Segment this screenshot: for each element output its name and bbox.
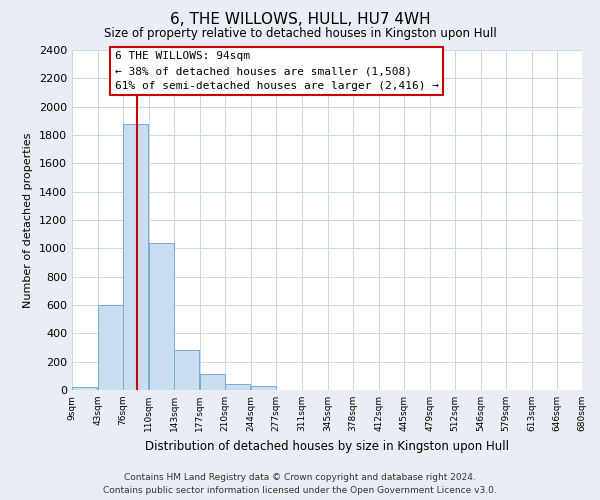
Text: Contains HM Land Registry data © Crown copyright and database right 2024.
Contai: Contains HM Land Registry data © Crown c… bbox=[103, 474, 497, 495]
X-axis label: Distribution of detached houses by size in Kingston upon Hull: Distribution of detached houses by size … bbox=[145, 440, 509, 452]
Text: Size of property relative to detached houses in Kingston upon Hull: Size of property relative to detached ho… bbox=[104, 28, 496, 40]
Bar bbox=[251, 386, 276, 390]
Y-axis label: Number of detached properties: Number of detached properties bbox=[23, 132, 34, 308]
Bar bbox=[174, 350, 199, 390]
Bar bbox=[149, 244, 174, 390]
Bar bbox=[98, 305, 123, 390]
Text: 6 THE WILLOWS: 94sqm
← 38% of detached houses are smaller (1,508)
61% of semi-de: 6 THE WILLOWS: 94sqm ← 38% of detached h… bbox=[115, 52, 439, 91]
Bar bbox=[72, 387, 97, 390]
Bar bbox=[123, 124, 148, 390]
Bar bbox=[200, 374, 225, 390]
Text: 6, THE WILLOWS, HULL, HU7 4WH: 6, THE WILLOWS, HULL, HU7 4WH bbox=[170, 12, 430, 28]
Bar bbox=[225, 384, 250, 390]
